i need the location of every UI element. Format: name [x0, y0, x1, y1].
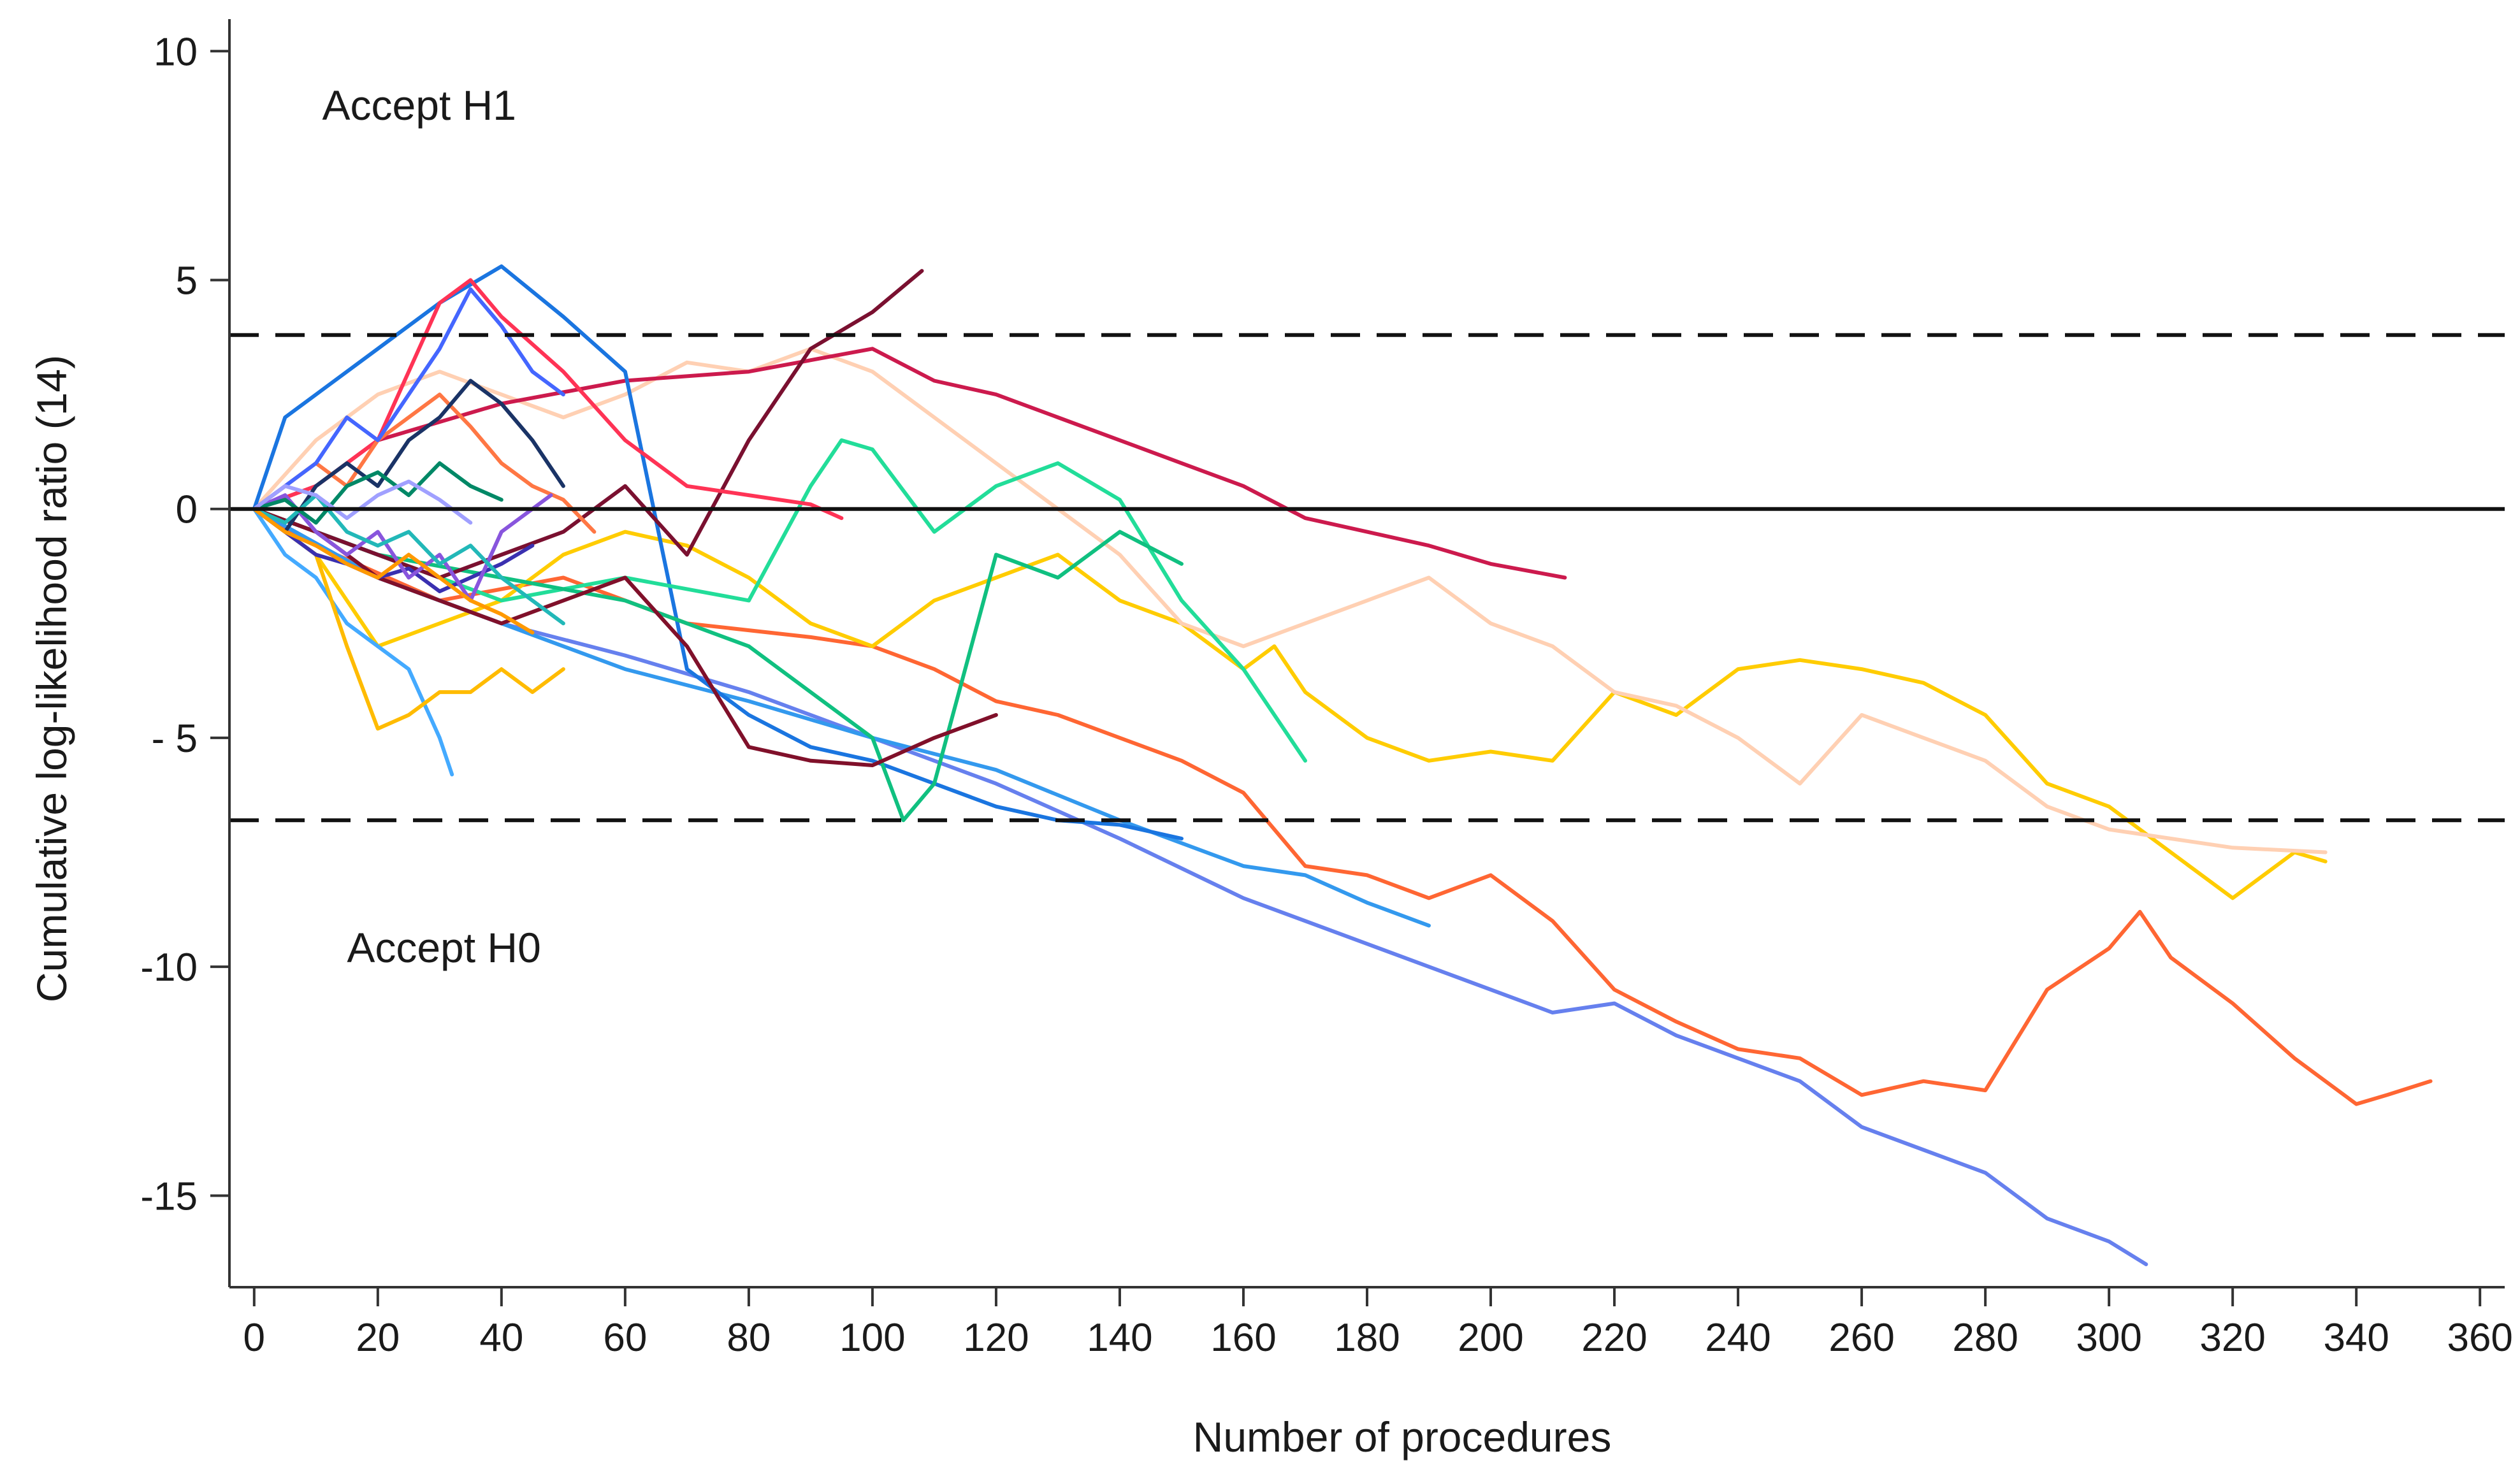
x-tick-label: 180: [1334, 1316, 1400, 1360]
series-line-trainee-20: [252, 493, 565, 626]
series-line-trainee-8: [252, 438, 1307, 763]
x-axis-title: Number of procedures: [1193, 1413, 1612, 1461]
series-layer: [252, 264, 2433, 1267]
x-tick-label: 360: [2447, 1316, 2512, 1360]
y-tick-label: -15: [140, 1174, 198, 1218]
y-tick-label: - 5: [152, 717, 198, 761]
x-tick-label: 200: [1458, 1316, 1523, 1360]
x-tick-label: 40: [479, 1316, 523, 1360]
y-tick-label: 0: [176, 488, 198, 532]
x-tick-label: 0: [243, 1316, 265, 1360]
x-tick-label: 120: [963, 1316, 1029, 1360]
x-tick-label: 140: [1087, 1316, 1152, 1360]
x-tick-label: 100: [839, 1316, 905, 1360]
series-line-trainee-1: [252, 507, 2433, 1106]
series-line-trainee-4: [252, 347, 1567, 580]
x-tick-label: 60: [603, 1316, 647, 1360]
y-tick-label: -10: [140, 946, 198, 990]
y-tick-label: 10: [154, 30, 198, 74]
series-line-trainee-9: [252, 507, 1184, 823]
x-tick-label: 260: [1828, 1316, 1894, 1360]
accept-h1-label: Accept H1: [322, 82, 516, 129]
x-tick-label: 160: [1210, 1316, 1276, 1360]
series-line-trainee-21: [252, 507, 535, 635]
x-tick-label: 320: [2199, 1316, 2265, 1360]
y-ticks: 10 5 0 - 5 -10 -15: [140, 30, 229, 1218]
x-tick-label: 80: [727, 1316, 771, 1360]
annotations: Accept H1 Accept H0: [322, 82, 541, 971]
series-line-trainee-15: [252, 287, 565, 511]
accept-h0-label: Accept H0: [347, 924, 540, 971]
series-line-trainee-7: [252, 264, 1184, 841]
x-tick-label: 20: [356, 1316, 400, 1360]
x-tick-label: 300: [2076, 1316, 2141, 1360]
series-line-trainee-2: [252, 507, 2328, 900]
x-tick-label: 240: [1705, 1316, 1771, 1360]
x-tick-label: 220: [1581, 1316, 1647, 1360]
series-line-trainee-16: [252, 507, 454, 777]
reference-lines: [229, 333, 2505, 823]
x-tick-label: 280: [1952, 1316, 2018, 1360]
x-ticks: 0 20 40 60 80 100 120 140 160 180 200 220 240 260 280 3…: [243, 1287, 2513, 1360]
series-line-trainee-14: [252, 379, 565, 534]
series-line-trainee-5: [252, 507, 2148, 1267]
y-axis-title: Cumulative log-likelihood ratio (14): [28, 355, 75, 1002]
x-tick-label: 340: [2323, 1316, 2389, 1360]
series-line-trainee-10: [252, 269, 924, 580]
series-line-trainee-23: [252, 479, 473, 525]
y-tick-label: 5: [176, 259, 198, 303]
